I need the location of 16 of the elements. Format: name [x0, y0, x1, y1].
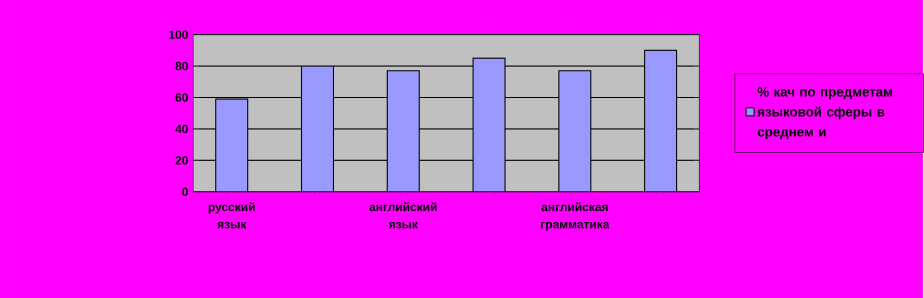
x-tick-label: русский язык	[208, 202, 255, 228]
y-tick-label: 20	[175, 156, 188, 164]
legend-label: % кач по предметам языковой сферы в среднем и	[757, 87, 892, 140]
y-tick-label: 100	[169, 30, 188, 39]
y-tick-label: 40	[175, 124, 188, 134]
bar	[472, 58, 506, 192]
bar	[386, 70, 420, 192]
y-tick-label: 60	[176, 93, 188, 102]
y-tick-label: 80	[175, 62, 188, 70]
x-tick-label: английская грамматика	[541, 202, 610, 231]
bar	[215, 98, 248, 192]
bar	[644, 50, 678, 192]
bar	[558, 70, 592, 192]
y-tick-label: 0	[182, 187, 188, 196]
x-tick-label: английский язык	[369, 202, 437, 228]
bar	[300, 65, 334, 192]
